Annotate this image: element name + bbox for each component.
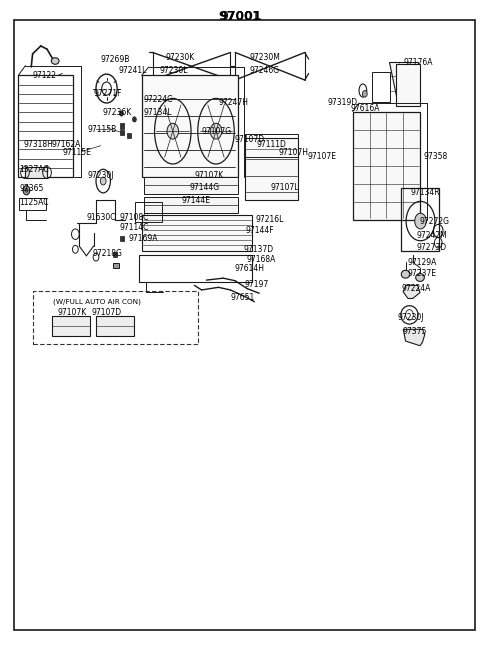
Text: 97269B: 97269B (101, 54, 130, 64)
Text: 97318H: 97318H (23, 140, 53, 149)
Bar (52, 316, 90, 336)
Text: 91630C: 91630C (86, 213, 116, 222)
Text: 97107E: 97107E (307, 152, 336, 161)
Bar (401, 188, 439, 251)
Polygon shape (389, 62, 418, 105)
Text: 97319D: 97319D (328, 98, 358, 108)
Bar (120, 236, 124, 241)
Text: 97271F: 97271F (94, 89, 122, 98)
Text: 97108C: 97108C (119, 213, 148, 222)
Text: 97616A: 97616A (350, 104, 380, 113)
Bar (127, 133, 131, 138)
Text: 97001: 97001 (218, 10, 262, 23)
Text: 97365: 97365 (19, 184, 44, 193)
Text: 97242M: 97242M (417, 231, 447, 240)
Text: 97115E: 97115E (62, 148, 91, 157)
Bar (19, 198, 46, 210)
Text: 97246G: 97246G (250, 66, 280, 75)
Text: 97107D: 97107D (234, 135, 264, 144)
Bar (96, 316, 134, 336)
Text: 97272G: 97272G (419, 217, 449, 226)
Text: 97137D: 97137D (244, 245, 274, 255)
Ellipse shape (25, 188, 28, 192)
Text: 97230J: 97230J (397, 313, 424, 322)
Bar (113, 263, 119, 268)
Bar (245, 134, 298, 157)
Text: 97001: 97001 (220, 10, 260, 23)
Text: 97237E: 97237E (407, 269, 436, 278)
Text: 97169A: 97169A (129, 234, 158, 243)
Bar (144, 197, 238, 213)
Text: 97111D: 97111D (257, 140, 287, 150)
Text: 97129A: 97129A (407, 258, 436, 267)
Text: 97115B: 97115B (87, 125, 117, 134)
Text: 97107K: 97107K (195, 171, 224, 180)
Text: 97168A: 97168A (246, 255, 276, 264)
Text: 97241L: 97241L (119, 66, 147, 75)
Bar (353, 112, 420, 220)
Bar (135, 202, 162, 222)
Bar (144, 177, 238, 194)
Bar (372, 72, 390, 102)
Polygon shape (403, 285, 420, 298)
Text: 97107K: 97107K (58, 308, 87, 317)
Text: 1327AC: 1327AC (19, 165, 49, 174)
Text: 97247H: 97247H (218, 98, 249, 108)
Bar (33, 291, 198, 344)
Text: 97216L: 97216L (256, 215, 284, 224)
Text: 97273D: 97273D (417, 243, 447, 253)
Text: 97144G: 97144G (190, 183, 220, 192)
Text: 97224A: 97224A (401, 284, 431, 293)
Text: 97614H: 97614H (234, 264, 264, 274)
Text: 97176A: 97176A (403, 58, 432, 67)
Bar (396, 64, 420, 106)
Ellipse shape (120, 111, 123, 116)
Ellipse shape (362, 91, 367, 97)
Text: 97122: 97122 (33, 71, 57, 80)
Text: 97358: 97358 (423, 152, 448, 161)
Ellipse shape (401, 270, 410, 278)
Ellipse shape (415, 213, 426, 229)
Text: 97114C: 97114C (119, 223, 148, 232)
Bar (120, 130, 124, 135)
Text: 97134R: 97134R (410, 188, 440, 197)
Text: 97224C: 97224C (144, 95, 173, 104)
Text: 97230J: 97230J (87, 171, 114, 180)
Text: 97651: 97651 (230, 293, 255, 302)
Bar (142, 215, 252, 251)
Text: 97197: 97197 (245, 280, 269, 289)
Text: 97134L: 97134L (144, 108, 172, 117)
Bar (139, 255, 252, 282)
Text: 1125AC: 1125AC (19, 197, 48, 207)
Ellipse shape (167, 123, 179, 139)
Text: 97230K: 97230K (166, 52, 195, 62)
Bar (245, 138, 298, 200)
Ellipse shape (416, 274, 424, 281)
Ellipse shape (100, 177, 106, 185)
Bar (120, 123, 124, 129)
Bar (113, 252, 117, 257)
Text: 97375: 97375 (402, 327, 427, 337)
Bar (18, 75, 73, 177)
Text: 97107L: 97107L (270, 183, 299, 192)
Ellipse shape (210, 123, 222, 139)
Ellipse shape (132, 117, 136, 122)
Text: 97230M: 97230M (250, 52, 280, 62)
Text: 97236K: 97236K (102, 108, 132, 117)
Bar (142, 75, 238, 177)
Text: 97162A: 97162A (52, 140, 81, 149)
Text: 97107D: 97107D (91, 308, 121, 317)
Text: 97230L: 97230L (159, 66, 188, 75)
Text: 97218G: 97218G (93, 249, 122, 258)
Ellipse shape (23, 186, 30, 195)
Text: 97144E: 97144E (181, 195, 210, 205)
Polygon shape (25, 167, 47, 178)
Text: 97144F: 97144F (246, 226, 275, 235)
Text: (W/FULL AUTO AIR CON): (W/FULL AUTO AIR CON) (53, 298, 141, 305)
Text: 97107H: 97107H (278, 148, 308, 157)
Polygon shape (403, 329, 425, 346)
Text: 97107G: 97107G (202, 127, 232, 136)
Ellipse shape (51, 58, 59, 64)
